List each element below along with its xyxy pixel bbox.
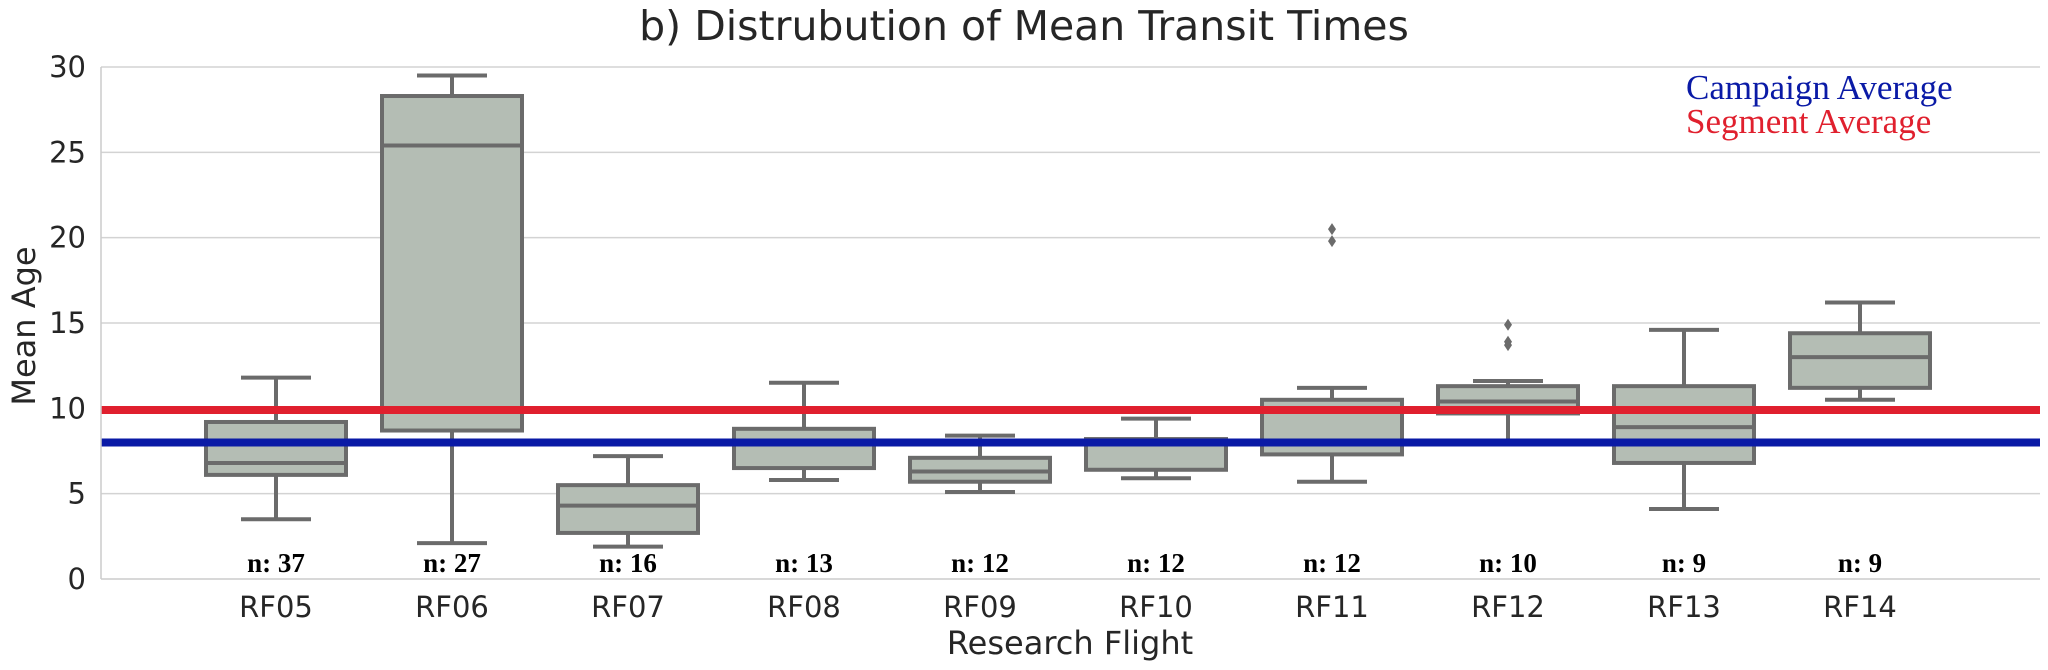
sample-count-label: n: 16 [599, 548, 657, 578]
iqr-box [380, 94, 524, 433]
box-rf10 [1084, 416, 1228, 481]
sample-count-label: n: 27 [423, 548, 481, 578]
reference-lines [101, 406, 2040, 447]
iqr-box [1788, 331, 1932, 390]
x-tick-label: RF09 [943, 590, 1017, 624]
y-tick-label: 20 [49, 221, 86, 255]
sample-count-label: n: 12 [951, 548, 1009, 578]
x-tick-label: RF06 [415, 590, 489, 624]
x-tick-labels: RF05 RF06 RF07 RF08 RF09 RF10 RF11 RF12 RF13 RF14 [239, 590, 1897, 624]
x-tick-label: RF13 [1647, 590, 1721, 624]
legend-segment-average: Segment Average [1686, 102, 1931, 141]
sample-count-labels: n: 37 n: 27 n: 16 n: 13 n: 12 n: 12 n: 12 n: 10… [247, 548, 1882, 578]
chart-title: b) Distrubution of Mean Transit Times [639, 2, 1409, 50]
x-tick-label: RF07 [591, 590, 665, 624]
y-tick-label: 15 [49, 306, 86, 340]
sample-count-label: n: 10 [1479, 548, 1537, 578]
sample-count-label: n: 12 [1127, 548, 1185, 578]
outlier-point [1328, 235, 1336, 248]
legend-campaign-average: Campaign Average [1686, 68, 1953, 107]
outlier-point [1504, 335, 1512, 348]
box-rf05 [204, 375, 348, 522]
iqr-box [732, 426, 876, 471]
y-tick-label: 30 [49, 50, 86, 84]
sample-count-label: n: 9 [1838, 548, 1882, 578]
box-series [204, 73, 1932, 549]
iqr-box [204, 419, 348, 477]
iqr-box [556, 483, 700, 535]
box-rf08 [732, 380, 876, 483]
y-tick-label: 5 [68, 477, 86, 511]
box-rf13 [1612, 327, 1756, 512]
box-rf07 [556, 454, 700, 549]
x-tick-label: RF05 [239, 590, 313, 624]
box-rf06 [380, 73, 524, 546]
sample-count-label: n: 37 [247, 548, 305, 578]
y-axis-label: Mean Age [5, 246, 43, 405]
sample-count-label: n: 12 [1303, 548, 1361, 578]
y-tick-label: 0 [68, 562, 86, 596]
box-rf09 [908, 433, 1052, 494]
x-tick-label: RF10 [1119, 590, 1193, 624]
x-tick-label: RF12 [1471, 590, 1545, 624]
x-tick-label: RF08 [767, 590, 841, 624]
box-rf14 [1788, 300, 1932, 402]
sample-count-label: n: 9 [1662, 548, 1706, 578]
y-tick-label: 10 [49, 391, 86, 425]
iqr-box [1612, 384, 1756, 465]
sample-count-label: n: 13 [775, 548, 833, 578]
x-tick-label: RF14 [1823, 590, 1897, 624]
outlier-point [1328, 223, 1336, 236]
box-rf12 [1436, 318, 1580, 445]
axis-spines [100, 67, 2040, 580]
x-tick-label: RF11 [1295, 590, 1369, 624]
y-tick-labels: 0 5 10 15 20 25 30 [49, 50, 86, 596]
y-tick-label: 25 [49, 135, 86, 169]
outlier-point [1504, 318, 1512, 331]
x-axis-label: Research Flight [947, 624, 1193, 662]
